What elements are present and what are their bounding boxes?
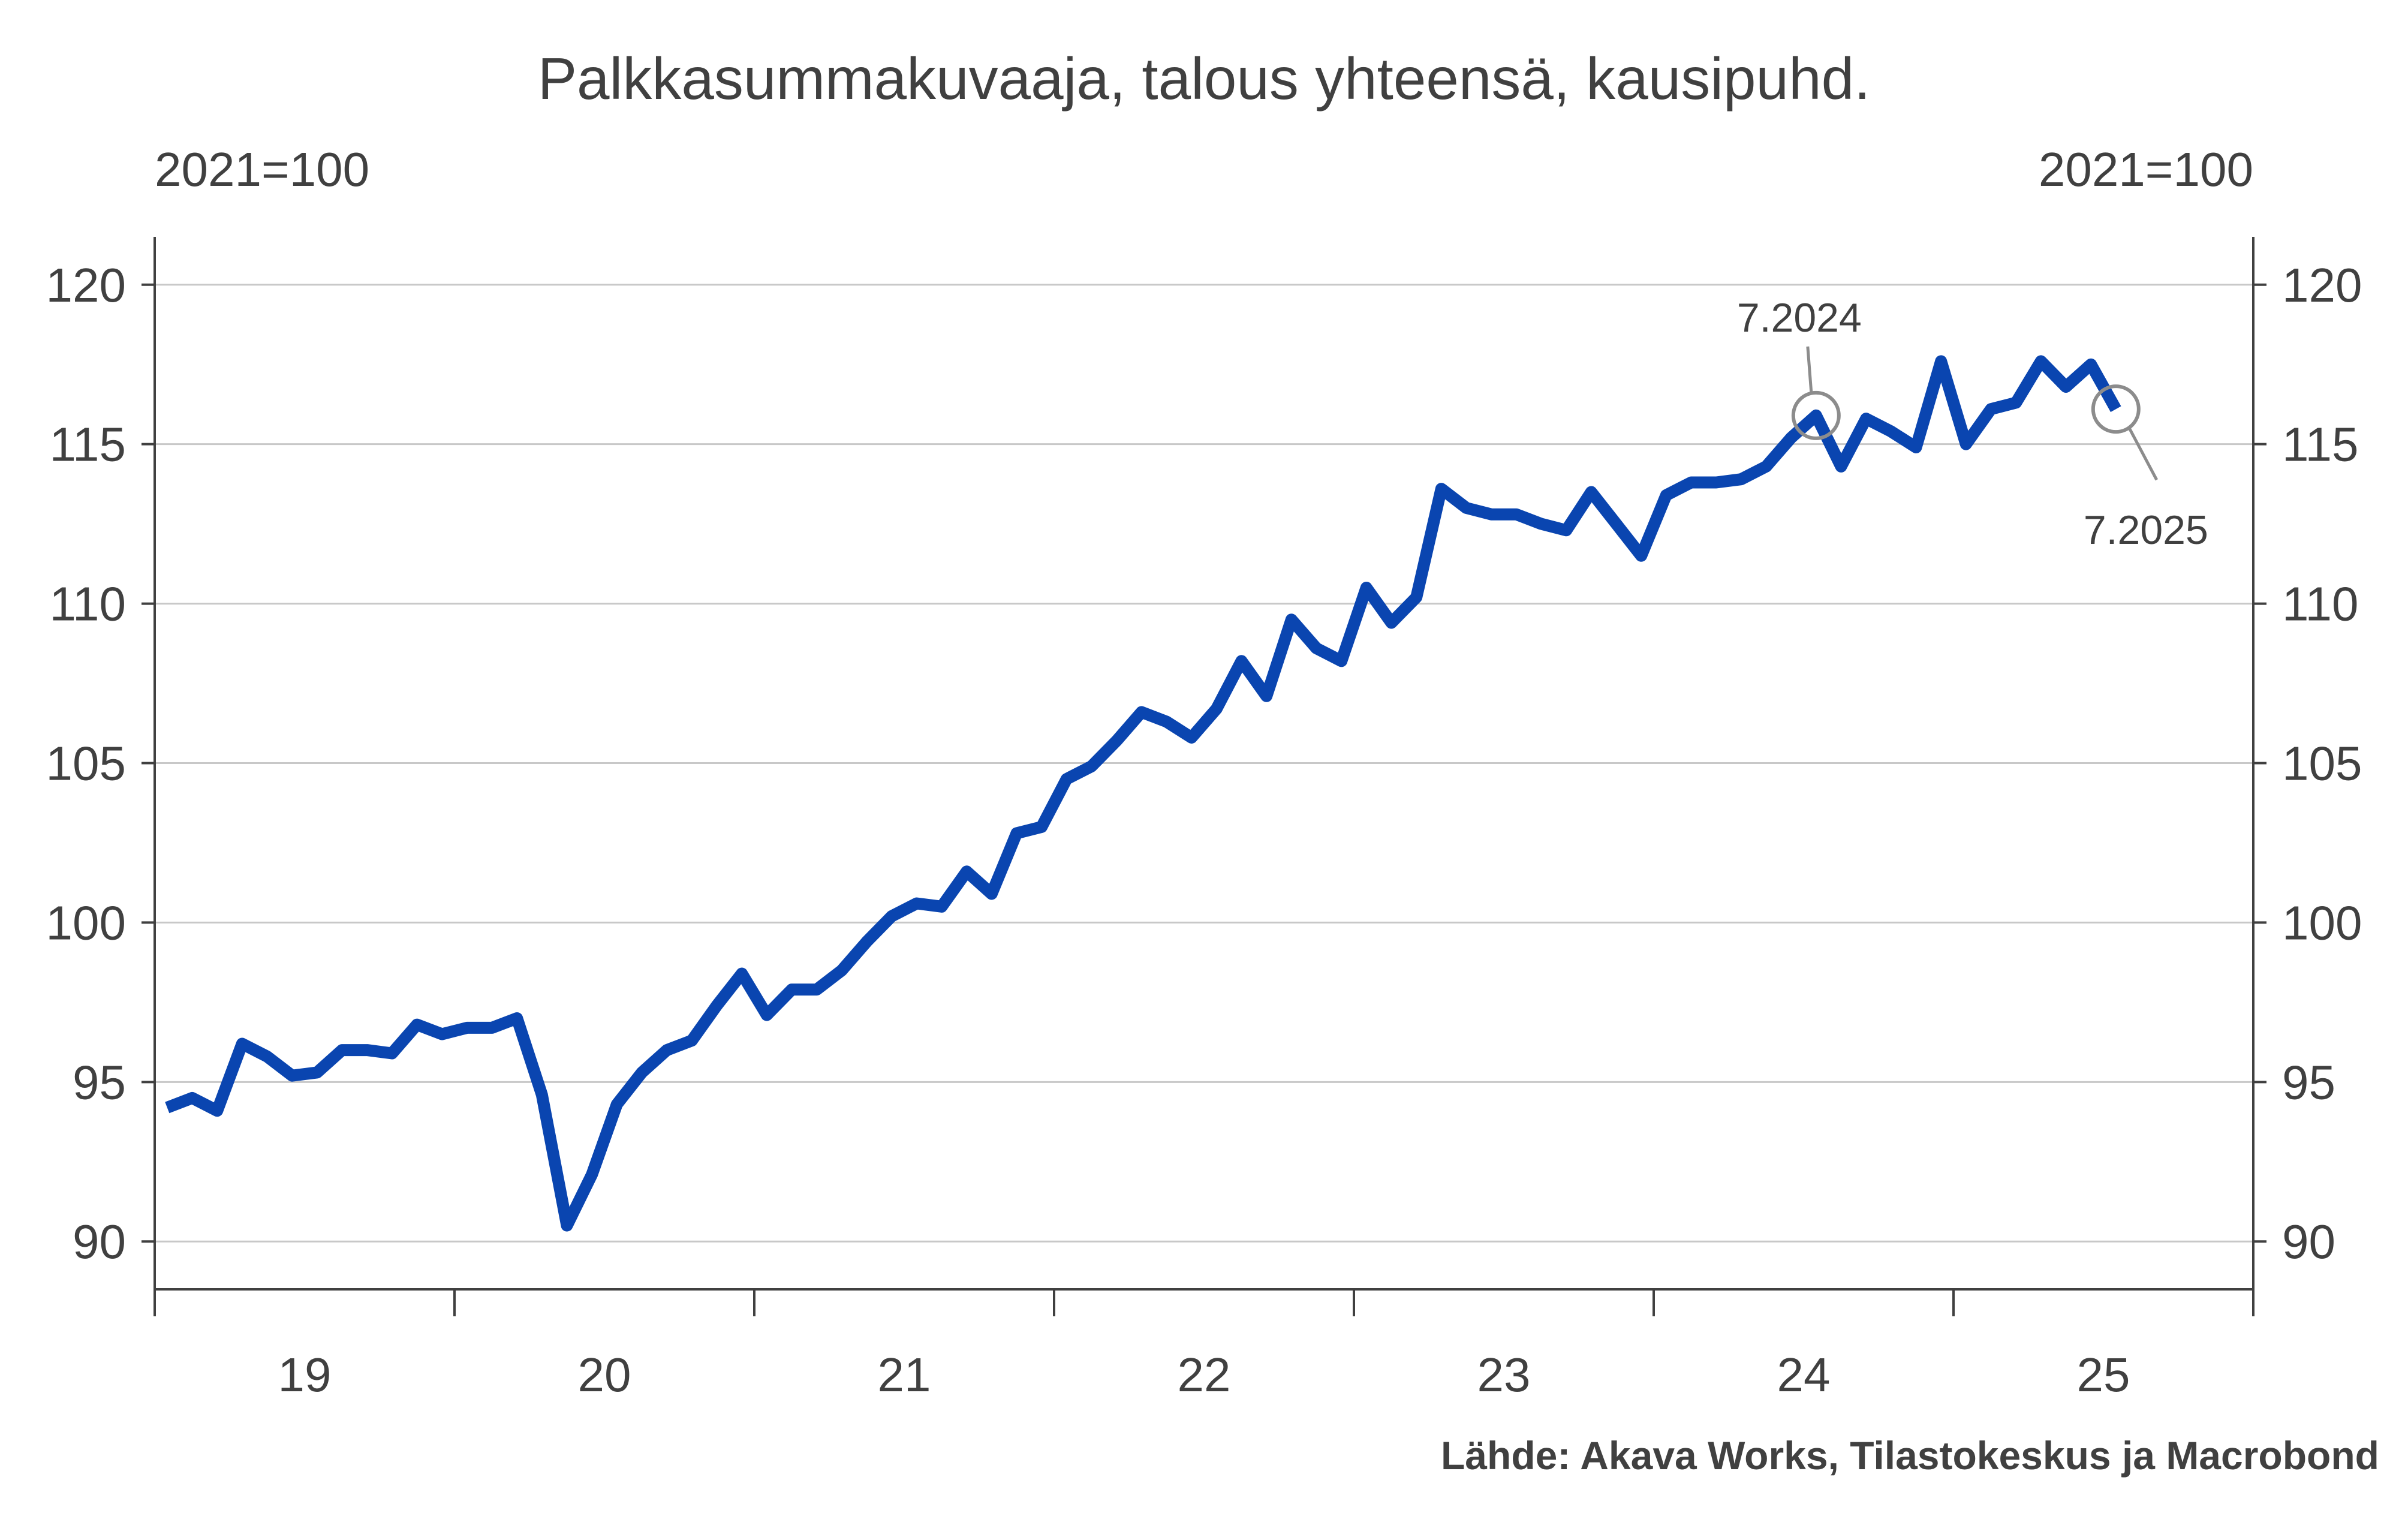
left-tick-label: 100 (46, 896, 126, 949)
axes (142, 237, 2266, 1316)
left-tick-label: 110 (49, 577, 126, 631)
right-tick-label: 115 (2282, 418, 2359, 471)
right-tick-label: 90 (2282, 1215, 2335, 1268)
left-tick-label: 105 (46, 737, 126, 790)
chart-title: Palkkasummakuvaaja, talous yhteensä, kau… (538, 46, 1871, 112)
left-axis-unit: 2021=100 (155, 143, 369, 196)
left-tick-label: 115 (49, 418, 126, 471)
series-group (165, 355, 2121, 1232)
x-tick-label: 23 (1477, 1348, 1531, 1401)
annotation-label: 7.2025 (2084, 507, 2208, 553)
right-tick-label: 110 (2282, 577, 2359, 631)
gridlines (155, 284, 2253, 1243)
annotation-leader (1806, 346, 1813, 393)
x-tick-label: 24 (1777, 1348, 1831, 1401)
right-tick-label: 100 (2282, 896, 2362, 949)
x-tick-label: 19 (278, 1348, 332, 1401)
right-tick-label: 95 (2282, 1055, 2335, 1109)
tick-labels: 90 90 95 95 100 100 105 105 110 110 115 115 120 120 19… (46, 258, 2362, 1401)
left-tick-label: 120 (46, 258, 126, 312)
series-line (165, 355, 2121, 1232)
annotation-circle (2091, 384, 2141, 434)
annotations: 7.2024 7.2025 (1737, 295, 2208, 553)
x-tick-label: 20 (578, 1348, 631, 1401)
right-tick-label: 120 (2282, 258, 2362, 312)
left-tick-label: 95 (73, 1055, 126, 1109)
left-tick-label: 90 (73, 1215, 126, 1268)
annotation-circle (1791, 390, 1841, 440)
x-tick-label: 22 (1178, 1348, 1231, 1401)
annotation-label: 7.2024 (1737, 295, 1862, 341)
annotation-leader (2127, 427, 2159, 481)
right-axis-unit: 2021=100 (2039, 143, 2253, 196)
source-note: Lähde: Akava Works, Tilastokeskus ja Mac… (1441, 1433, 2379, 1478)
x-tick-label: 21 (878, 1348, 931, 1401)
x-tick-label: 25 (2077, 1348, 2130, 1401)
right-tick-label: 105 (2282, 737, 2362, 790)
